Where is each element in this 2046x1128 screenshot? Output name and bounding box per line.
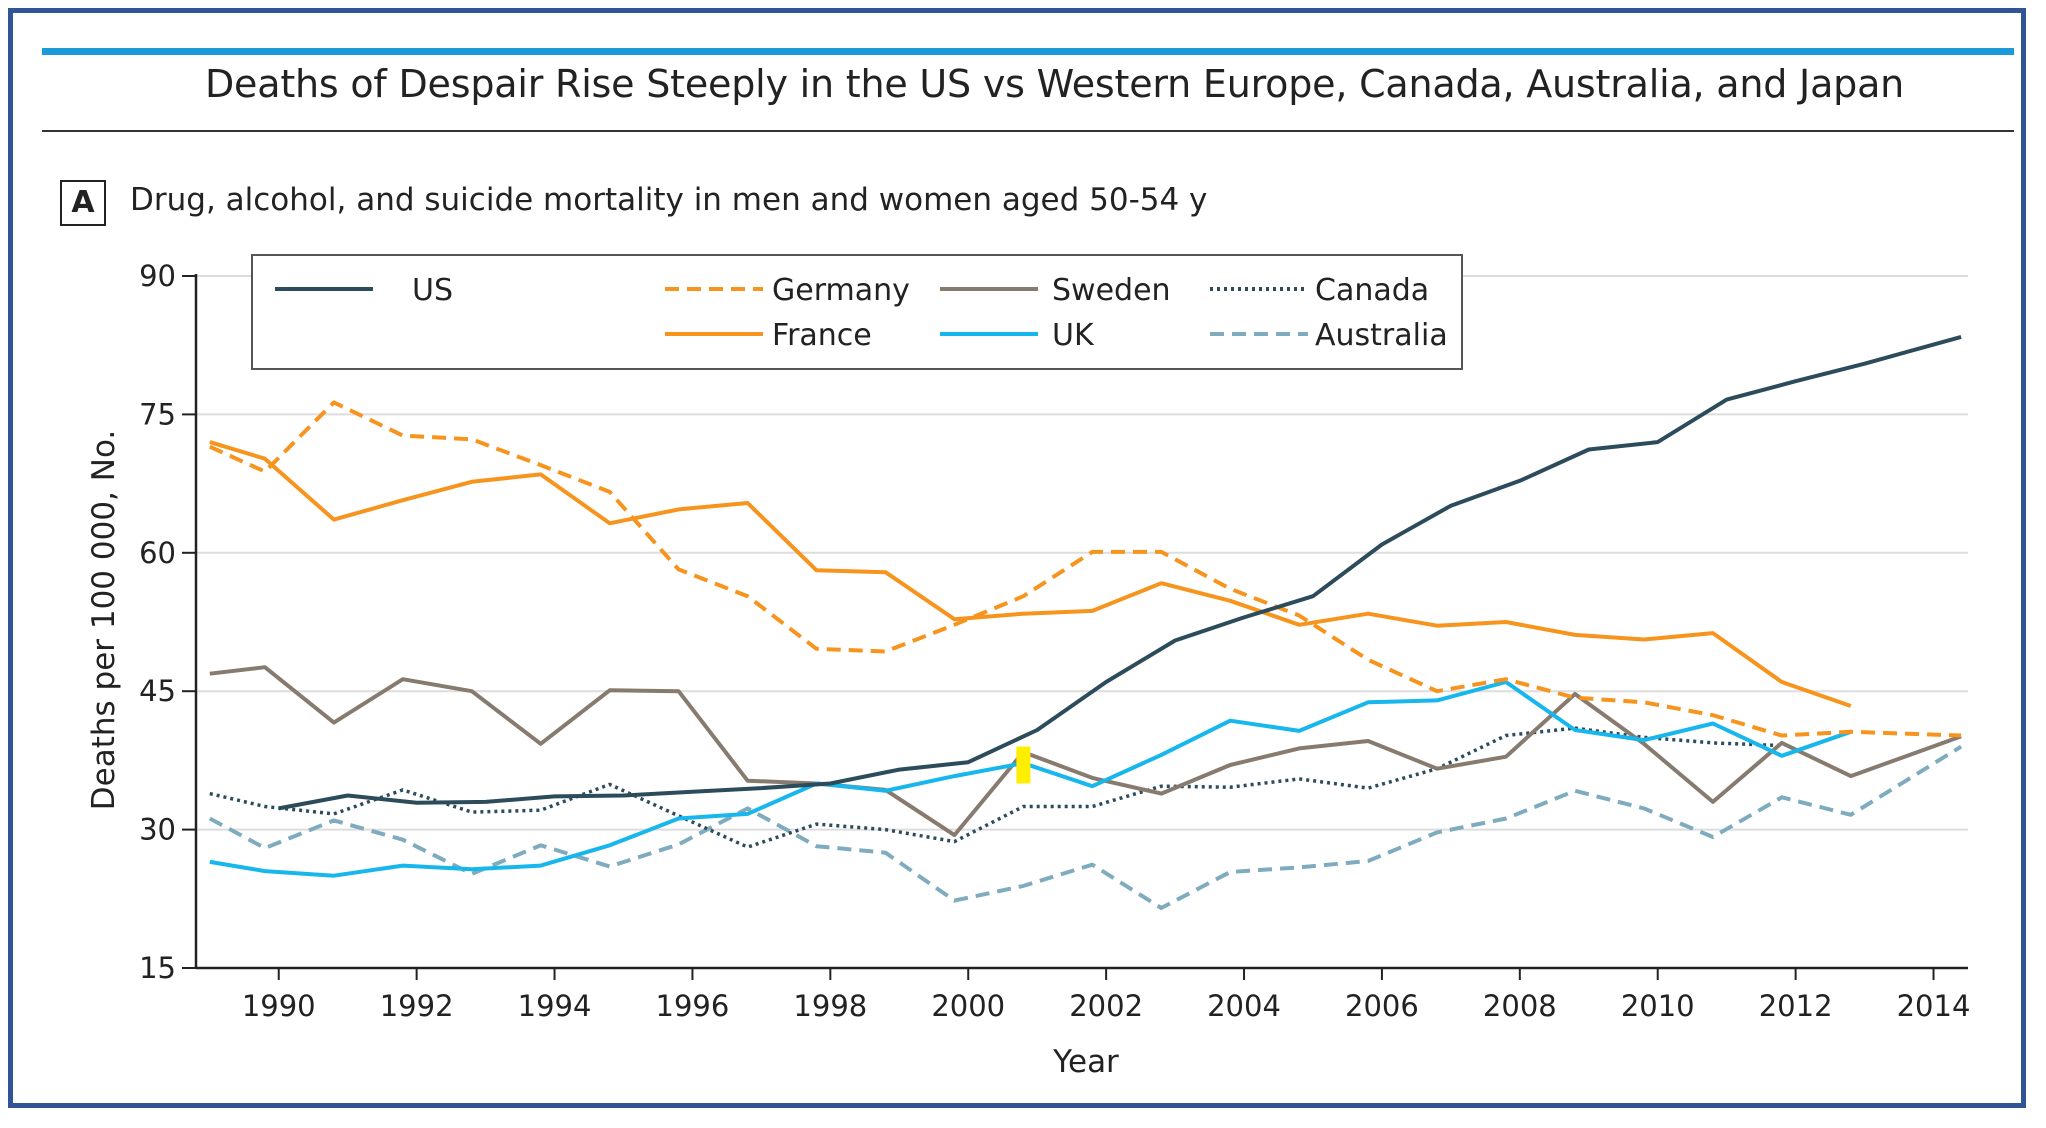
title-accent-bar <box>42 48 2014 55</box>
highlight-marker <box>1016 746 1031 784</box>
y-tick-label: 90 <box>139 259 176 293</box>
x-tick-label: 1992 <box>380 989 454 1023</box>
x-tick-label: 2002 <box>1069 989 1143 1023</box>
y-axis-label: Deaths per 100 000, No. <box>86 430 122 810</box>
series-line-germany <box>208 400 1962 738</box>
legend-box <box>251 254 1463 370</box>
y-tick-label: 60 <box>139 536 176 570</box>
x-tick-label: 2012 <box>1759 989 1833 1023</box>
axes <box>194 274 1968 970</box>
x-tick-label: 1996 <box>656 989 730 1023</box>
y-tick-label: 15 <box>139 951 176 985</box>
x-tick-label: 2014 <box>1897 989 1971 1023</box>
legend-label-germany: Germany <box>772 273 910 308</box>
x-axis-label: Year <box>1052 1044 1119 1080</box>
series-line-canada <box>209 726 1782 849</box>
x-tick-label: 2000 <box>931 989 1005 1023</box>
title-divider <box>42 130 2014 132</box>
x-axis-ticks: 1990 1992 1994 1996 1998 2000 2002 2004 2006 2008… <box>242 968 1971 1023</box>
chart-title: Deaths of Despair Rise Steeply in the US… <box>205 62 1905 106</box>
series-line-france <box>209 440 1852 708</box>
x-tick-label: 2006 <box>1345 989 1419 1023</box>
legend: US Germany France Sweden UK Canada Australia <box>251 254 1463 370</box>
y-tick-label: 45 <box>139 674 176 708</box>
legend-label-australia: Australia <box>1315 318 1448 353</box>
series-lines <box>208 334 1963 910</box>
legend-label-france: France <box>772 318 872 353</box>
x-tick-label: 1990 <box>242 989 316 1023</box>
panel-label: A <box>60 180 106 226</box>
figure-frame <box>8 8 2026 1108</box>
y-tick-label: 30 <box>139 813 176 847</box>
series-line-sweden <box>209 665 1962 838</box>
series-line-australia <box>208 744 1963 910</box>
x-tick-label: 2008 <box>1483 989 1557 1023</box>
highlight-mark <box>1016 746 1031 784</box>
series-line-us <box>278 334 1962 811</box>
chart-subtitle: Drug, alcohol, and suicide mortality in … <box>130 182 1208 218</box>
legend-label-canada: Canada <box>1315 273 1429 308</box>
x-tick-label: 1994 <box>518 989 592 1023</box>
x-tick-label: 1998 <box>793 989 867 1023</box>
y-axis-ticks: 15 30 45 60 75 90 <box>139 259 196 985</box>
y-tick-label: 75 <box>139 397 176 431</box>
legend-label-sweden: Sweden <box>1052 273 1171 308</box>
legend-label-us: US <box>412 273 453 308</box>
x-tick-label: 2004 <box>1207 989 1281 1023</box>
legend-label-uk: UK <box>1052 318 1095 353</box>
x-tick-label: 2010 <box>1621 989 1695 1023</box>
